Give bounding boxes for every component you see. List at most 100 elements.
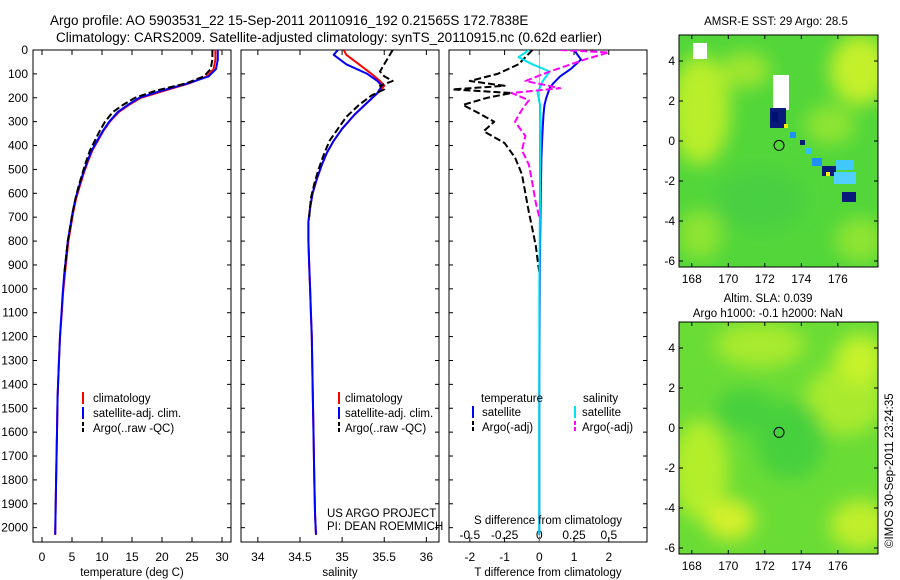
legend-title-temperature: temperature: [481, 393, 543, 405]
map-x-tick-label: 168: [682, 559, 702, 573]
map-y-tick-label: -6: [664, 254, 675, 268]
series-line-argo-raw-qc-: [308, 50, 394, 218]
y-tick-label: 1100: [2, 306, 28, 320]
map-y-tick-label: 0: [668, 421, 675, 435]
x-tick-label: 36: [420, 550, 434, 564]
sla-map-title-line1: Altim. SLA: 0.039: [724, 293, 813, 305]
map-x-tick-label: 176: [828, 559, 848, 573]
series-line-temperature-argo-adj-: [451, 50, 541, 273]
x2-tick-label: 0.25: [562, 528, 586, 542]
map-x-tick-label: 172: [755, 559, 775, 573]
x2-tick-label: -0.25: [491, 528, 519, 542]
depth-ticks: 0 100 200 300 400 500 600 700 800 900 1000 1100 1200…: [1, 43, 231, 535]
sst-map-ticks: 168 170 172 174 176 -6 -4 -2 0 2 4: [664, 35, 878, 286]
x-tick-label: 34: [251, 550, 265, 564]
map-y-tick-label: -2: [664, 461, 675, 475]
y-tick-label: 600: [8, 186, 28, 200]
y-tick-label: 2000: [1, 521, 28, 535]
sst-map-field: [679, 35, 878, 267]
map-y-tick-label: -2: [664, 174, 675, 188]
map-y-tick-label: 2: [668, 94, 675, 108]
figure-title-line2: Climatology: CARS2009. Satellite-adjuste…: [56, 30, 602, 45]
salinity-panel: 34 34.5 35 35.5 36 salinity climatology sate…: [240, 49, 443, 579]
x-tick-label: 0: [39, 550, 46, 564]
sla-map-field: [679, 322, 878, 554]
x-tick-label: 35: [335, 550, 349, 564]
map-x-tick-label: 168: [682, 272, 702, 286]
y-tick-label: 1000: [1, 282, 28, 296]
legend-label-satellite: satellite-adj. clim.: [345, 408, 433, 420]
salinity-xlabel: salinity: [322, 567, 357, 579]
t-difference-xlabel: T difference from climatology: [474, 567, 621, 579]
x-tick-label: 30: [215, 550, 229, 564]
sst-map-argo-marker: [773, 139, 785, 151]
sla-map-title-line2: Argo h1000: -0.1 h2000: NaN: [693, 308, 843, 320]
series-line-salinity-argo-adj-: [510, 50, 610, 218]
salinity-legend: climatology satellite-adj. clim. Argo(..…: [338, 392, 433, 435]
temperature-panel: 0100200300400500600700800900100011001200…: [1, 43, 232, 579]
map-y-tick-label: 4: [668, 54, 675, 68]
y-tick-label: 1300: [1, 353, 28, 367]
salinity-depth-tickmarks: [241, 49, 439, 529]
y-tick-label: 1700: [1, 449, 28, 463]
difference-depth-tickmarks: [449, 49, 647, 529]
figure-title-line1: Argo profile: AO 5903531_22 15-Sep-2011 …: [50, 13, 528, 28]
sla-map-frame: [678, 321, 879, 555]
argo-position-marker: [773, 426, 785, 438]
difference-legend: temperature salinity satellite Argo(-adj…: [472, 393, 633, 434]
project-pi: PI: DEAN ROEMMICH: [327, 521, 443, 533]
x-tick-label: 0: [536, 550, 543, 564]
x-tick-label: 20: [155, 550, 169, 564]
map-y-tick-label: 4: [668, 341, 675, 355]
difference-lines: [451, 50, 610, 542]
argo-position-marker: [773, 139, 785, 151]
temperature-axes-frame: [32, 49, 232, 543]
legend-label-argo: Argo(..raw -QC): [93, 423, 174, 435]
map-x-tick-label: 172: [755, 272, 775, 286]
sla-map-ticks: 168 170 172 174 176 -6 -4 -2 0 2 4: [664, 322, 878, 573]
y-tick-label: 1900: [1, 497, 28, 511]
temperature-x-ticks: 0 5 10 15 20 25 30: [39, 50, 229, 564]
y-tick-label: 1200: [1, 330, 28, 344]
temperature-xlabel: temperature (deg C): [80, 567, 184, 579]
legend-label-satellite: satellite-adj. clim.: [93, 408, 181, 420]
y-tick-label: 700: [8, 210, 28, 224]
legend-label-argo: Argo(..raw -QC): [345, 423, 426, 435]
temperature-lines: [54, 50, 219, 535]
temperature-legend: climatology satellite-adj. clim. Argo(..…: [82, 392, 181, 435]
y-tick-label: 1500: [1, 401, 28, 415]
sst-map-frame: [678, 34, 879, 268]
x2-tick-label: 0.5: [600, 528, 617, 542]
difference-panel: -2 -1 0 1 2 -0.5 -0.25 0 0.25 0.5 S difference f…: [448, 49, 648, 579]
legend-label-t-argo: Argo(-adj): [482, 422, 533, 434]
x-tick-label: -1: [499, 550, 510, 564]
x2-tick-label: -0.5: [459, 528, 480, 542]
map-x-tick-label: 174: [791, 272, 811, 286]
map-y-tick-label: 0: [668, 134, 675, 148]
sst-map: AMSR-E SST: 29 Argo: 28.5: [664, 16, 879, 286]
s-difference-x-ticks: -0.5 -0.25 0 0.25 0.5: [459, 528, 617, 542]
y-tick-label: 800: [8, 234, 28, 248]
salinity-x-ticks: 34 34.5 35 35.5 36: [251, 50, 433, 564]
y-tick-label: 0: [21, 43, 28, 57]
map-y-tick-label: 2: [668, 381, 675, 395]
y-tick-label: 100: [8, 67, 28, 81]
legend-label-climatology: climatology: [345, 393, 403, 405]
y-tick-label: 400: [8, 139, 28, 153]
map-y-tick-label: -6: [664, 541, 675, 555]
y-tick-label: 300: [8, 115, 28, 129]
sla-map-argo-marker: [773, 426, 785, 438]
y-tick-label: 1400: [1, 377, 28, 391]
imos-credit: ©IMOS 30-Sep-2011 23:24:35: [884, 393, 896, 548]
x-tick-label: -2: [465, 550, 476, 564]
legend-label-t-satellite: satellite: [482, 407, 521, 419]
map-y-tick-label: -4: [664, 501, 675, 515]
x-tick-label: 35.5: [373, 550, 397, 564]
y-tick-label: 900: [8, 258, 28, 272]
legend-label-climatology: climatology: [93, 393, 151, 405]
sla-map: Altim. SLA: 0.039 Argo h1000: -0.1 h2000…: [664, 293, 879, 573]
s-difference-xlabel: S difference from climatology: [474, 515, 622, 527]
series-line-satellite-adj-clim-: [307, 50, 383, 535]
legend-title-salinity: salinity: [583, 393, 618, 405]
